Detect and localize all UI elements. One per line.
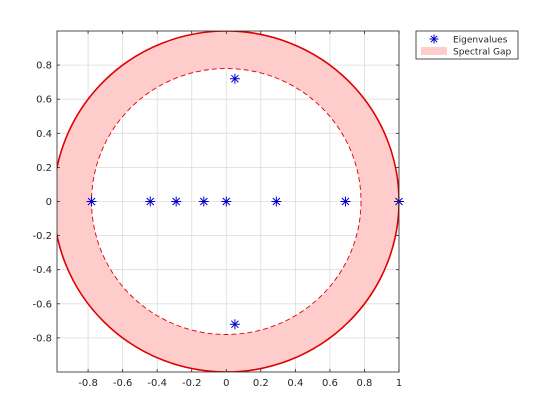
y-tick-label: 0 (46, 197, 52, 208)
eigenvalue-point (271, 196, 282, 207)
eigenvalue-point (340, 196, 351, 207)
legend-spectral-gap-swatch (421, 47, 447, 55)
x-tick-label: 0.8 (357, 378, 373, 389)
x-tick-label: 0.6 (322, 378, 338, 389)
y-tick-label: -0.6 (32, 299, 52, 310)
x-tick-label: 0 (223, 378, 229, 389)
eigenvalue-point (145, 196, 156, 207)
asterisk-stroke (231, 74, 239, 83)
y-tick-label: 0.4 (36, 129, 52, 140)
eigenvalue-markers (86, 73, 404, 330)
x-tick-label: 0.4 (287, 378, 303, 389)
asterisk-stroke (87, 197, 96, 206)
legend-eigenvalues-marker (429, 34, 439, 44)
y-tick-label: 0.8 (36, 61, 52, 72)
eigenvalue-point (86, 196, 97, 207)
x-tick-label: -0.4 (147, 378, 167, 389)
asterisk-stroke (222, 197, 231, 206)
x-tick-label: -0.8 (78, 378, 98, 389)
x-tick-label: -0.6 (113, 378, 133, 389)
x-tick-label: 0.2 (253, 378, 269, 389)
asterisk-stroke (272, 197, 281, 206)
asterisk-stroke (172, 197, 181, 206)
x-tick-label: -0.2 (182, 378, 202, 389)
y-tick-label: -0.4 (32, 265, 52, 276)
eigenvalue-point (229, 73, 240, 84)
y-tick-label: 0.2 (36, 163, 52, 174)
asterisk-stroke (341, 197, 350, 206)
eigenvalue-point (198, 196, 209, 207)
eigenvalue-point (229, 319, 240, 330)
legend-spectral-gap-label: Spectral Gap (453, 48, 512, 58)
eigenvalue-point (221, 196, 232, 207)
legend-eigenvalues-label: Eigenvalues (453, 36, 508, 46)
asterisk-stroke (430, 35, 438, 43)
asterisk-stroke (231, 320, 239, 329)
eigenvalue-point (171, 196, 182, 207)
y-tick-label: -0.2 (32, 231, 52, 242)
axis-ticks: -0.8 -0.6 -0.4 -0.2 0 0.2 0.4 0.6 0.8 1 -0.8 -0.6 -0… (32, 31, 402, 389)
y-tick-label: 0.6 (36, 95, 52, 106)
asterisk-stroke (199, 197, 208, 206)
asterisk-stroke (146, 197, 155, 206)
y-tick-label: -0.8 (32, 333, 52, 344)
legend: Eigenvalues Spectral Gap (415, 30, 519, 60)
x-tick-label: 1 (396, 378, 402, 389)
